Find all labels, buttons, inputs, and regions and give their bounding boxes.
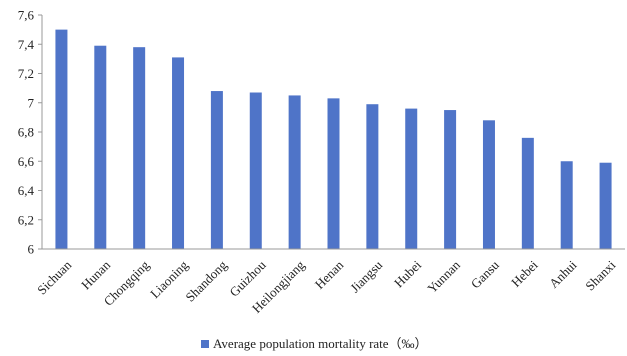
y-tick-label: 6,4 — [18, 183, 35, 198]
x-tick-label: Hebei — [508, 257, 541, 290]
x-tick-label: Yunnan — [424, 257, 463, 296]
y-tick-label: 7,2 — [18, 66, 34, 81]
bar-liaoning — [172, 57, 185, 249]
x-tick-label: Gansu — [468, 257, 502, 291]
bar-shandong — [210, 91, 223, 249]
x-tick-label: Hubei — [391, 257, 424, 290]
bar-yunnan — [444, 110, 457, 249]
legend-label: Average population mortality rate（‰） — [213, 336, 428, 351]
bar-guizhou — [249, 92, 262, 249]
x-tick-label: Jiangsu — [347, 257, 386, 296]
bar-heilongjiang — [288, 95, 301, 249]
bar-sichuan — [55, 29, 68, 249]
y-tick-label: 7,6 — [18, 8, 35, 23]
y-tick-label: 7,4 — [18, 37, 35, 52]
bar-hunan — [94, 45, 107, 250]
y-tick-label: 7 — [28, 95, 35, 110]
legend-swatch — [201, 340, 209, 348]
x-tick-label: Shanxi — [582, 257, 618, 293]
x-tick-label: Sichuan — [34, 257, 75, 298]
bar-chongqing — [133, 47, 146, 249]
y-tick-label: 6 — [28, 242, 35, 257]
x-tick-label: Shandong — [182, 257, 230, 305]
legend: Average population mortality rate（‰） — [201, 336, 428, 351]
bar-henan — [327, 98, 340, 249]
y-tick-label: 6,2 — [18, 212, 34, 227]
x-tick-label: Henan — [312, 257, 347, 292]
bar-shanxi — [599, 162, 612, 249]
x-axis: Sichuan HunanChongqingLiaoningShandongGui… — [34, 248, 625, 316]
y-axis: 6 6,2 6,4 6,6 6,8 7 7,2 7,4 7,6 — [18, 8, 43, 257]
x-tick-label: Hunan — [78, 257, 113, 292]
bar-hebei — [521, 137, 534, 249]
bar-gansu — [482, 120, 495, 249]
bar-hubei — [405, 108, 418, 249]
x-tick-label: Anhui — [546, 257, 580, 291]
y-tick-label: 6,8 — [18, 125, 34, 140]
bar-anhui — [560, 161, 573, 249]
y-tick-label: 6,6 — [18, 154, 35, 169]
bars — [55, 29, 612, 250]
bar-jiangsu — [366, 104, 379, 250]
